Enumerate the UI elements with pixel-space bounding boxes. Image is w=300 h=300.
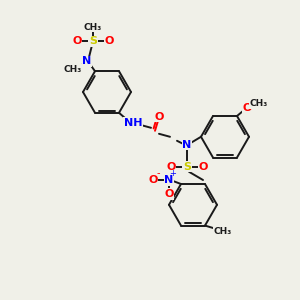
Text: O: O bbox=[166, 162, 176, 172]
Text: CH₃: CH₃ bbox=[64, 65, 82, 74]
Text: O: O bbox=[164, 189, 174, 199]
Text: O: O bbox=[148, 175, 158, 185]
Text: N: N bbox=[164, 175, 174, 185]
Text: O: O bbox=[154, 112, 164, 122]
Text: CH₃: CH₃ bbox=[84, 23, 102, 32]
Text: CH₃: CH₃ bbox=[214, 227, 232, 236]
Text: S: S bbox=[89, 36, 97, 46]
Text: N: N bbox=[82, 56, 91, 66]
Text: S: S bbox=[183, 162, 191, 172]
Text: O: O bbox=[242, 103, 252, 113]
Text: CH₃: CH₃ bbox=[250, 100, 268, 109]
Text: O: O bbox=[198, 162, 208, 172]
Text: O: O bbox=[72, 36, 82, 46]
Text: NH: NH bbox=[124, 118, 142, 128]
Text: O: O bbox=[104, 36, 114, 46]
Text: -: - bbox=[156, 168, 160, 178]
Text: N: N bbox=[182, 140, 192, 150]
Text: +: + bbox=[169, 169, 176, 178]
